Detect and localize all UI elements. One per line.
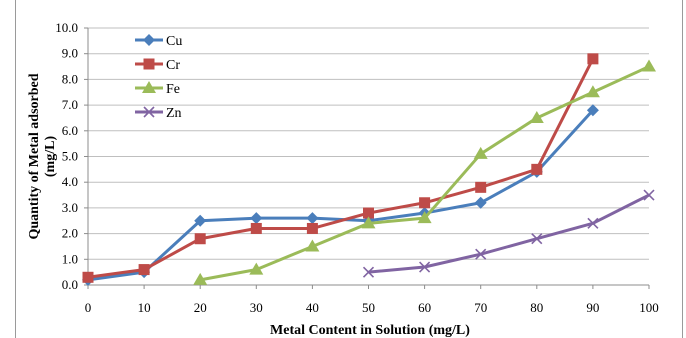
x-tick-labels: 0 10 20 30 40 50 60 70 80 90 100 xyxy=(85,300,659,315)
y-axis-label-line: Quantity of Metal adsorbed xyxy=(27,73,42,239)
x-tick-label: 40 xyxy=(306,300,319,315)
square-marker xyxy=(82,271,94,283)
y-axis-label: Quantity of Metal adsorbed (mg/L) xyxy=(27,73,58,239)
legend-item-fe: Fe xyxy=(135,81,180,97)
triangle-marker xyxy=(529,110,544,123)
x-marker xyxy=(143,106,155,118)
series-cr xyxy=(82,53,599,283)
square-marker xyxy=(419,197,431,209)
triangle-marker xyxy=(417,211,432,224)
legend-label: Cr xyxy=(166,58,180,73)
y-tick-label: 6.0 xyxy=(62,123,78,138)
legend-item-cr: Cr xyxy=(135,58,180,73)
square-marker xyxy=(587,53,599,65)
x-marker-stroke xyxy=(362,266,375,278)
square-marker xyxy=(143,58,155,70)
square-marker xyxy=(194,233,206,245)
y-tick-label: 8.0 xyxy=(62,71,78,86)
y-tick-label: 0.0 xyxy=(62,277,78,292)
y-tick-labels: 0.0 1.0 2.0 3.0 4.0 5.0 6.0 7.0 8.0 9.0 10.0 xyxy=(55,20,78,292)
y-tick-label: 4.0 xyxy=(62,174,78,189)
y-tick-label: 5.0 xyxy=(62,149,78,164)
series-line xyxy=(199,65,650,282)
diamond-marker xyxy=(194,214,207,227)
triangle-marker xyxy=(305,239,320,252)
x-marker-stroke xyxy=(587,217,599,229)
diamond-marker xyxy=(250,212,263,225)
x-tick-label: 80 xyxy=(530,300,543,315)
series-line xyxy=(87,58,595,279)
legend-item-cu: Cu xyxy=(135,34,182,49)
y-tick-label: 9.0 xyxy=(62,46,78,61)
triangle-marker xyxy=(249,262,264,275)
diamond-marker xyxy=(586,104,599,117)
x-tick-label: 20 xyxy=(194,300,207,315)
series-cu xyxy=(82,104,599,286)
x-marker-stroke xyxy=(143,106,155,118)
axes xyxy=(84,27,650,289)
series-fe xyxy=(193,59,656,285)
square-marker xyxy=(531,163,543,175)
gridlines xyxy=(88,27,649,260)
triangle-marker xyxy=(193,272,208,285)
x-tick-label: 90 xyxy=(586,300,599,315)
x-tick-label: 70 xyxy=(474,300,487,315)
x-tick-label: 10 xyxy=(138,300,151,315)
x-tick-label: 30 xyxy=(250,300,263,315)
triangle-marker xyxy=(473,146,488,159)
series-line xyxy=(87,109,595,282)
x-marker-stroke xyxy=(475,248,487,260)
legend: Cu Cr Fe Zn xyxy=(135,34,182,121)
square-marker xyxy=(250,222,262,234)
legend-item-zn: Zn xyxy=(135,106,182,121)
diamond-marker xyxy=(474,196,487,209)
x-marker xyxy=(475,248,487,260)
diamond-marker xyxy=(306,212,319,225)
triangle-marker xyxy=(361,216,376,229)
x-marker xyxy=(587,217,599,229)
x-tick-label: 60 xyxy=(418,300,431,315)
triangle-marker xyxy=(142,81,156,93)
legend-label: Fe xyxy=(166,82,180,97)
triangle-marker xyxy=(642,59,656,72)
x-tick-label: 0 xyxy=(85,300,92,315)
series-line xyxy=(368,193,650,274)
series-zn xyxy=(362,189,655,278)
x-tick-label: 100 xyxy=(639,300,659,315)
y-tick-label: 3.0 xyxy=(62,200,78,215)
x-axis-label: Metal Content in Solution (mg/L) xyxy=(270,323,470,338)
y-tick-label: 2.0 xyxy=(62,226,78,241)
x-marker-stroke xyxy=(531,233,543,245)
y-axis-label-line: (mg/L) xyxy=(43,136,58,178)
x-marker xyxy=(531,233,543,245)
square-marker xyxy=(475,181,487,193)
x-marker xyxy=(419,261,431,273)
x-marker xyxy=(362,266,375,278)
y-tick-label: 7.0 xyxy=(62,97,78,112)
x-marker-stroke xyxy=(419,261,431,273)
x-marker-stroke xyxy=(643,189,655,201)
diamond-marker xyxy=(143,34,155,46)
chart-frame xyxy=(15,0,683,338)
legend-label: Zn xyxy=(166,106,182,121)
x-marker xyxy=(643,189,655,201)
series-layer xyxy=(82,53,656,286)
y-tick-label: 10.0 xyxy=(55,20,78,35)
legend-label: Cu xyxy=(166,34,182,49)
square-marker xyxy=(138,264,150,276)
x-tick-label: 50 xyxy=(362,300,375,315)
y-tick-label: 1.0 xyxy=(62,251,78,266)
square-marker xyxy=(306,222,318,234)
triangle-marker xyxy=(585,85,600,98)
square-marker xyxy=(363,207,374,219)
